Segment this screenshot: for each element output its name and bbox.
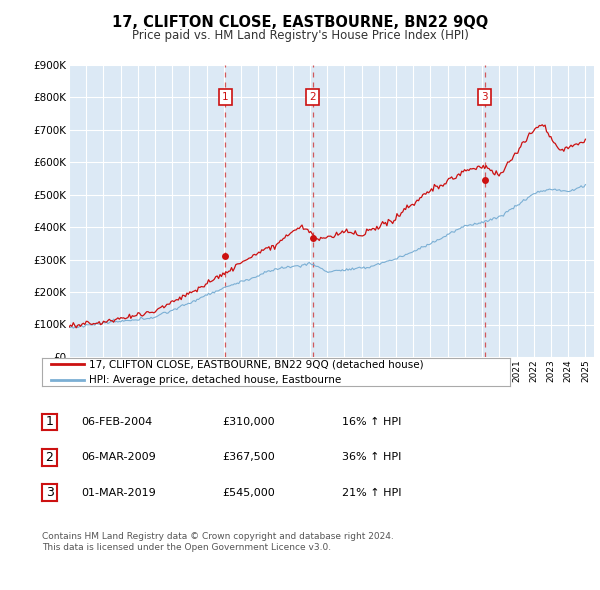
Text: 01-MAR-2019: 01-MAR-2019 — [81, 488, 156, 497]
Point — [480, 175, 490, 185]
Text: £545,000: £545,000 — [222, 488, 275, 497]
Text: 06-FEB-2004: 06-FEB-2004 — [81, 417, 152, 427]
Text: 06-MAR-2009: 06-MAR-2009 — [81, 453, 156, 462]
Text: 3: 3 — [46, 486, 53, 499]
Text: 1: 1 — [222, 93, 229, 102]
Text: 1: 1 — [46, 415, 53, 428]
Text: 2: 2 — [46, 451, 53, 464]
Text: 21% ↑ HPI: 21% ↑ HPI — [342, 488, 401, 497]
Text: Price paid vs. HM Land Registry's House Price Index (HPI): Price paid vs. HM Land Registry's House … — [131, 30, 469, 42]
Text: 16% ↑ HPI: 16% ↑ HPI — [342, 417, 401, 427]
Text: £310,000: £310,000 — [222, 417, 275, 427]
Point — [308, 233, 318, 242]
Text: 17, CLIFTON CLOSE, EASTBOURNE, BN22 9QQ: 17, CLIFTON CLOSE, EASTBOURNE, BN22 9QQ — [112, 15, 488, 30]
Text: 3: 3 — [482, 93, 488, 102]
Text: 36% ↑ HPI: 36% ↑ HPI — [342, 453, 401, 462]
Text: Contains HM Land Registry data © Crown copyright and database right 2024.
This d: Contains HM Land Registry data © Crown c… — [42, 532, 394, 552]
Text: 2: 2 — [310, 93, 316, 102]
Point — [221, 251, 230, 261]
Text: 17, CLIFTON CLOSE, EASTBOURNE, BN22 9QQ (detached house): 17, CLIFTON CLOSE, EASTBOURNE, BN22 9QQ … — [89, 359, 424, 369]
Text: £367,500: £367,500 — [222, 453, 275, 462]
Text: HPI: Average price, detached house, Eastbourne: HPI: Average price, detached house, East… — [89, 375, 341, 385]
